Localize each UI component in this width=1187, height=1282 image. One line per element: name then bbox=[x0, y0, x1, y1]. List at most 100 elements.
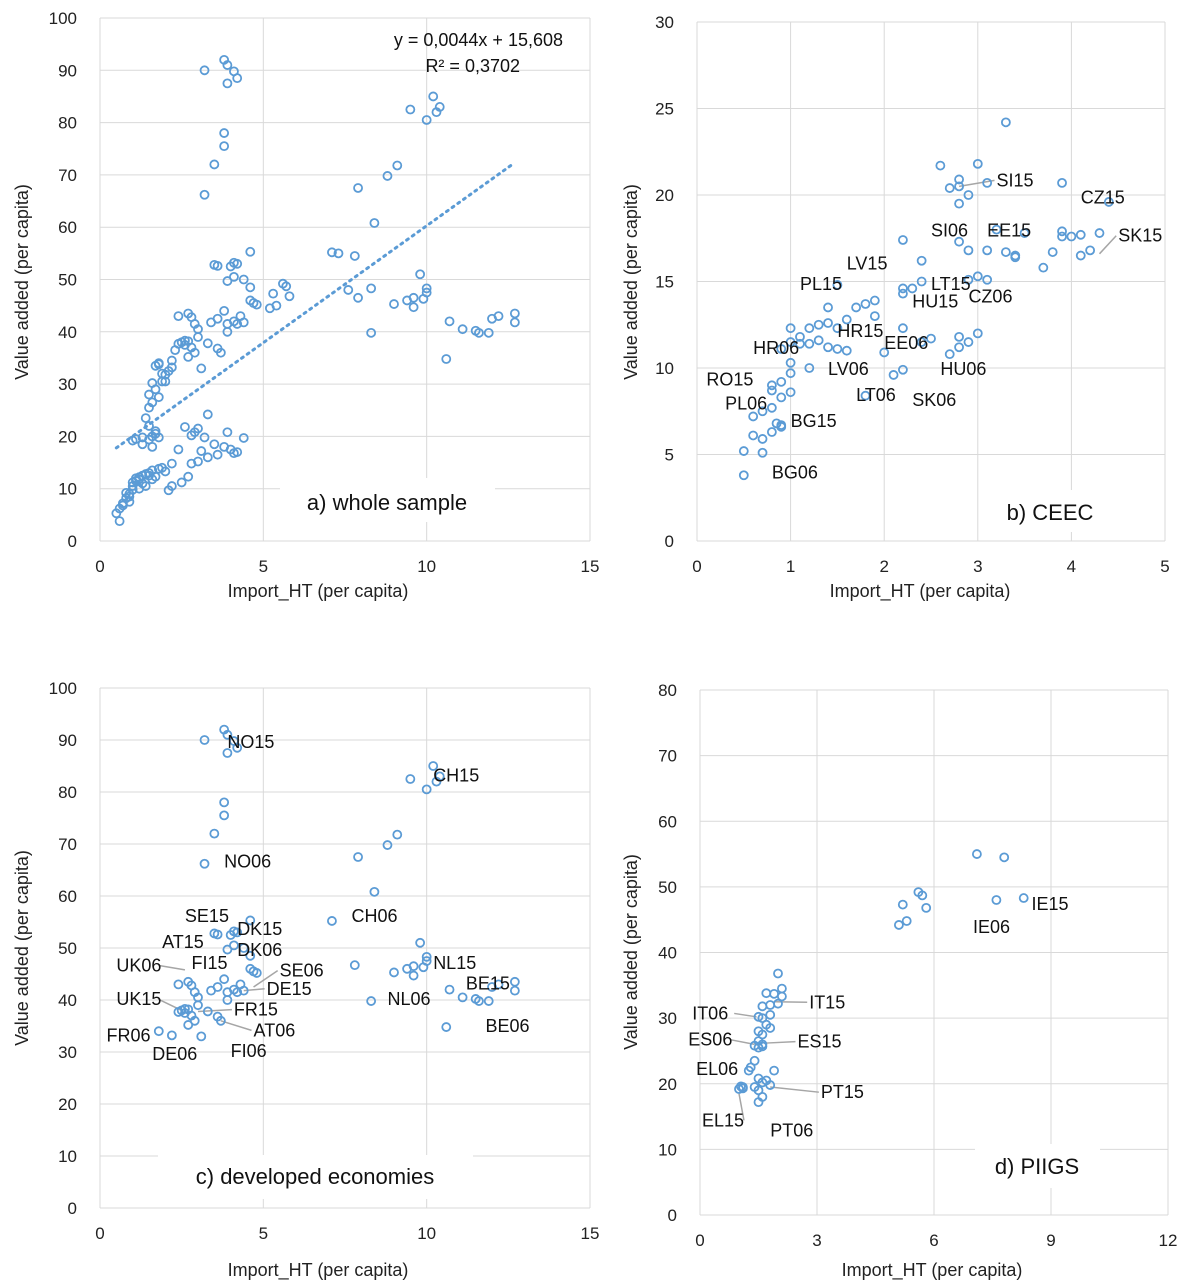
data-point bbox=[785, 357, 796, 368]
data-point bbox=[163, 485, 174, 496]
data-point bbox=[785, 368, 796, 379]
data-point bbox=[153, 392, 164, 403]
point-label: DE06 bbox=[152, 1044, 197, 1064]
data-point bbox=[441, 1022, 452, 1032]
point-label: SE06 bbox=[280, 961, 324, 981]
y-tick-label: 70 bbox=[58, 835, 77, 854]
data-point bbox=[776, 376, 787, 387]
data-point bbox=[251, 299, 262, 310]
y-tick-label: 20 bbox=[655, 186, 674, 205]
data-point bbox=[183, 1020, 194, 1030]
x-tick-label: 3 bbox=[812, 1231, 821, 1250]
x-tick-label: 15 bbox=[581, 1224, 600, 1243]
data-point bbox=[166, 458, 177, 469]
data-point bbox=[963, 337, 974, 347]
point-label: EE06 bbox=[884, 333, 928, 353]
data-point bbox=[757, 1041, 768, 1052]
data-point bbox=[245, 950, 256, 961]
data-point bbox=[954, 181, 964, 192]
data-point bbox=[428, 91, 439, 102]
data-point bbox=[954, 174, 964, 185]
data-point bbox=[748, 430, 759, 441]
data-point bbox=[173, 311, 184, 322]
x-tick-labels: 0 3 6 9 12 bbox=[695, 1231, 1177, 1250]
data-point bbox=[1075, 250, 1086, 261]
point-label: IT15 bbox=[809, 992, 845, 1012]
y-tick-label: 70 bbox=[58, 166, 77, 185]
data-point bbox=[765, 1009, 776, 1020]
data-point bbox=[219, 797, 230, 808]
data-point bbox=[212, 261, 223, 271]
data-point bbox=[1066, 231, 1077, 242]
data-point bbox=[229, 448, 239, 459]
leader-line bbox=[774, 1000, 808, 1004]
leader-line bbox=[158, 964, 186, 971]
point-label: AT15 bbox=[162, 932, 204, 952]
data-point bbox=[493, 311, 504, 322]
point-label: EL06 bbox=[696, 1059, 738, 1079]
x-tick-label: 9 bbox=[1046, 1231, 1055, 1250]
data-point bbox=[183, 336, 194, 347]
y-tick-label: 100 bbox=[49, 679, 77, 698]
leader-line bbox=[738, 1093, 745, 1121]
data-point bbox=[963, 274, 974, 285]
point-label: DE15 bbox=[267, 979, 312, 999]
data-point bbox=[206, 317, 216, 328]
x-tick-label: 0 bbox=[95, 557, 104, 576]
y-tick-labels: 0 5 10 15 20 25 30 bbox=[655, 13, 674, 551]
y-tick-label: 80 bbox=[58, 783, 77, 802]
data-point bbox=[238, 433, 249, 443]
panel-a-whole-sample: 0 5 10 15 0 10 20 30 40 50 60 70 80 90 100 a) whole s… bbox=[12, 9, 599, 602]
data-point bbox=[166, 355, 177, 366]
data-point bbox=[944, 349, 955, 360]
data-point bbox=[199, 432, 210, 443]
data-point bbox=[199, 858, 210, 869]
data-point bbox=[160, 466, 171, 477]
point-label: ES06 bbox=[688, 1030, 732, 1050]
point-label: NL06 bbox=[387, 989, 430, 1009]
y-tick-label: 10 bbox=[58, 1147, 77, 1166]
y-tick-label: 30 bbox=[655, 13, 674, 32]
data-point bbox=[474, 327, 484, 338]
point-label: DK06 bbox=[237, 940, 282, 960]
data-point bbox=[225, 930, 236, 940]
x-tick-label: 12 bbox=[1159, 1231, 1178, 1250]
data-point bbox=[366, 996, 377, 1006]
title-box bbox=[158, 1155, 473, 1199]
data-point bbox=[776, 344, 787, 354]
data-point bbox=[212, 449, 223, 460]
point-label: BE15 bbox=[466, 974, 510, 994]
y-tick-label: 50 bbox=[658, 878, 677, 897]
data-point bbox=[382, 840, 393, 850]
x-tick-label: 10 bbox=[417, 1224, 436, 1243]
trendline bbox=[114, 163, 514, 450]
point-label: SI15 bbox=[997, 170, 1034, 190]
data-point bbox=[738, 470, 749, 481]
y-axis-title: Value added (per capita) bbox=[12, 850, 32, 1046]
data-point bbox=[1057, 177, 1067, 188]
x-tick-label: 0 bbox=[695, 1231, 704, 1250]
point-label: HR06 bbox=[753, 338, 799, 358]
data-point bbox=[1018, 893, 1029, 903]
data-point bbox=[147, 474, 158, 485]
data-point bbox=[1000, 247, 1011, 257]
x-tick-label: 6 bbox=[929, 1231, 938, 1250]
point-label: EE15 bbox=[987, 221, 1031, 241]
data-points bbox=[738, 117, 1114, 481]
data-point bbox=[199, 65, 210, 76]
trendline-path bbox=[114, 163, 514, 450]
data-point bbox=[773, 998, 783, 1009]
data-point bbox=[421, 784, 432, 795]
data-point bbox=[898, 283, 908, 294]
data-point bbox=[284, 291, 295, 302]
x-tick-label: 4 bbox=[1067, 557, 1076, 576]
y-tick-label: 70 bbox=[658, 747, 677, 766]
data-point bbox=[888, 370, 899, 380]
leader-line bbox=[770, 1086, 819, 1093]
x-axis-title: Import_HT (per capita) bbox=[228, 581, 409, 602]
data-point bbox=[457, 992, 468, 1003]
grid-lines bbox=[699, 689, 1169, 1216]
y-axis-title: Value added (per capita) bbox=[621, 854, 641, 1050]
panel-d-piigs: IE15 IE06 IT06 IT15 ES06 ES15 EL06 PT15 EL15 PT06… bbox=[621, 681, 1177, 1281]
